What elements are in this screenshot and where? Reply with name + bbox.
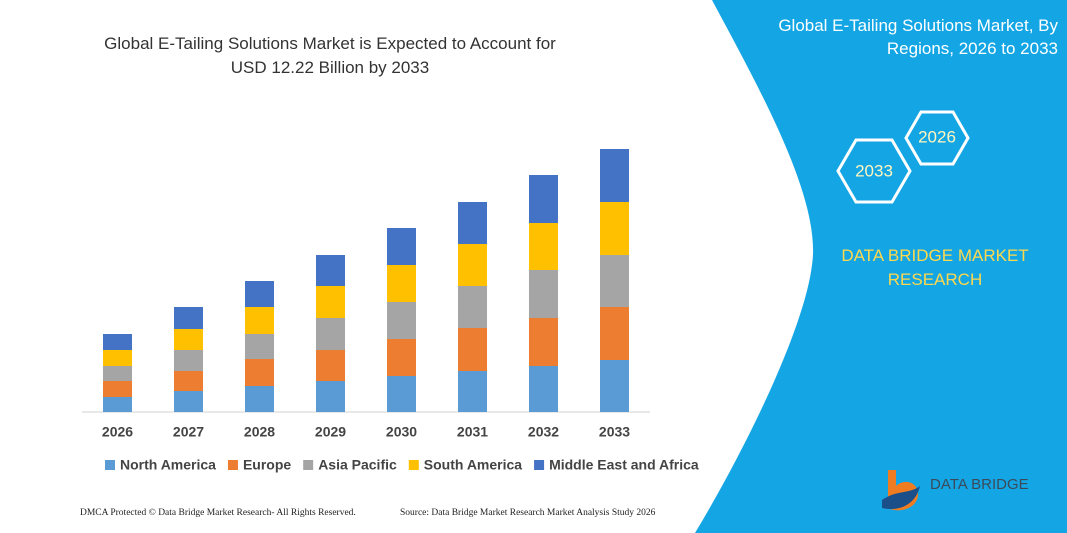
- x-tick-label: 2028: [244, 424, 275, 440]
- x-tick-label: 2029: [315, 424, 346, 440]
- bar-segment: [600, 202, 629, 255]
- side-panel-bg: [695, 0, 1067, 533]
- bar-segment: [103, 366, 132, 381]
- legend-label: Asia Pacific: [318, 457, 397, 473]
- bar-segment: [245, 359, 274, 386]
- bar-segment: [600, 307, 629, 360]
- footer-left: DMCA Protected © Data Bridge Market Rese…: [80, 508, 356, 518]
- bar-segment: [316, 286, 345, 318]
- bar-segment: [103, 397, 132, 412]
- bar-segment: [245, 386, 274, 412]
- bar-segment: [387, 339, 416, 376]
- legend-swatch: [227, 460, 238, 470]
- bar-segment: [529, 318, 558, 366]
- hexagon-label: 2026: [918, 127, 956, 146]
- x-tick-label: 2026: [102, 424, 133, 440]
- bar-segment: [174, 307, 203, 329]
- hexagon-label: 2033: [855, 161, 893, 180]
- bar-segment: [600, 255, 629, 307]
- legend-label: South America: [424, 457, 522, 473]
- bar-segment: [245, 334, 274, 359]
- chart-title: Global E-Tailing Solutions Market is Exp…: [104, 34, 556, 77]
- legend-swatch: [303, 460, 314, 470]
- bar-segment: [387, 228, 416, 265]
- legend-swatch: [408, 460, 419, 470]
- bar-segment: [387, 302, 416, 339]
- bar-segment: [529, 175, 558, 223]
- footer-right: Source: Data Bridge Market Research Mark…: [400, 508, 656, 518]
- bar-segment: [458, 371, 487, 412]
- bar-segment: [458, 328, 487, 371]
- logo: DATA BRIDGE: [882, 470, 1029, 511]
- bar-segment: [387, 376, 416, 412]
- bar-segment: [529, 366, 558, 412]
- hexagon: [904, 110, 970, 166]
- bar-segment: [174, 371, 203, 391]
- bar-segment: [600, 149, 629, 202]
- brand: DATA BRIDGE MARKET RESEARCH: [841, 246, 1029, 289]
- bar-segment: [600, 360, 629, 412]
- x-tick-label: 2030: [386, 424, 417, 440]
- legend-label: Europe: [243, 457, 291, 473]
- hexagon: [836, 138, 912, 204]
- bar-segment: [316, 255, 345, 286]
- x-tick-label: 2033: [599, 424, 630, 440]
- bar-segment: [103, 350, 132, 366]
- legend-label: North America: [120, 457, 216, 473]
- bar-segment: [458, 202, 487, 244]
- bar-segment: [529, 223, 558, 270]
- side-title: Global E-Tailing Solutions Market, By Re…: [778, 16, 1058, 58]
- bar-segment: [316, 381, 345, 412]
- bar-segment: [245, 307, 274, 334]
- bar-segment: [316, 318, 345, 350]
- bar-segment: [387, 265, 416, 302]
- legend-swatch: [534, 460, 545, 470]
- x-tick-label: 2032: [528, 424, 559, 440]
- x-tick-label: 2031: [457, 424, 488, 440]
- legend-swatch: [105, 460, 115, 470]
- bar-segment: [174, 391, 203, 412]
- bar-segment: [458, 286, 487, 328]
- x-tick-label: 2027: [173, 424, 204, 440]
- bar-segment: [458, 244, 487, 286]
- bar-segment: [245, 281, 274, 307]
- bar-segment: [103, 381, 132, 397]
- logo-text: DATA BRIDGE: [930, 476, 1029, 493]
- bar-segment: [174, 329, 203, 350]
- legend-label: Middle East and Africa: [549, 457, 699, 473]
- bar-segment: [529, 270, 558, 318]
- bar-segment: [174, 350, 203, 371]
- logo-mark: [882, 486, 920, 510]
- bar-segment: [316, 350, 345, 381]
- bar-segment: [103, 334, 132, 350]
